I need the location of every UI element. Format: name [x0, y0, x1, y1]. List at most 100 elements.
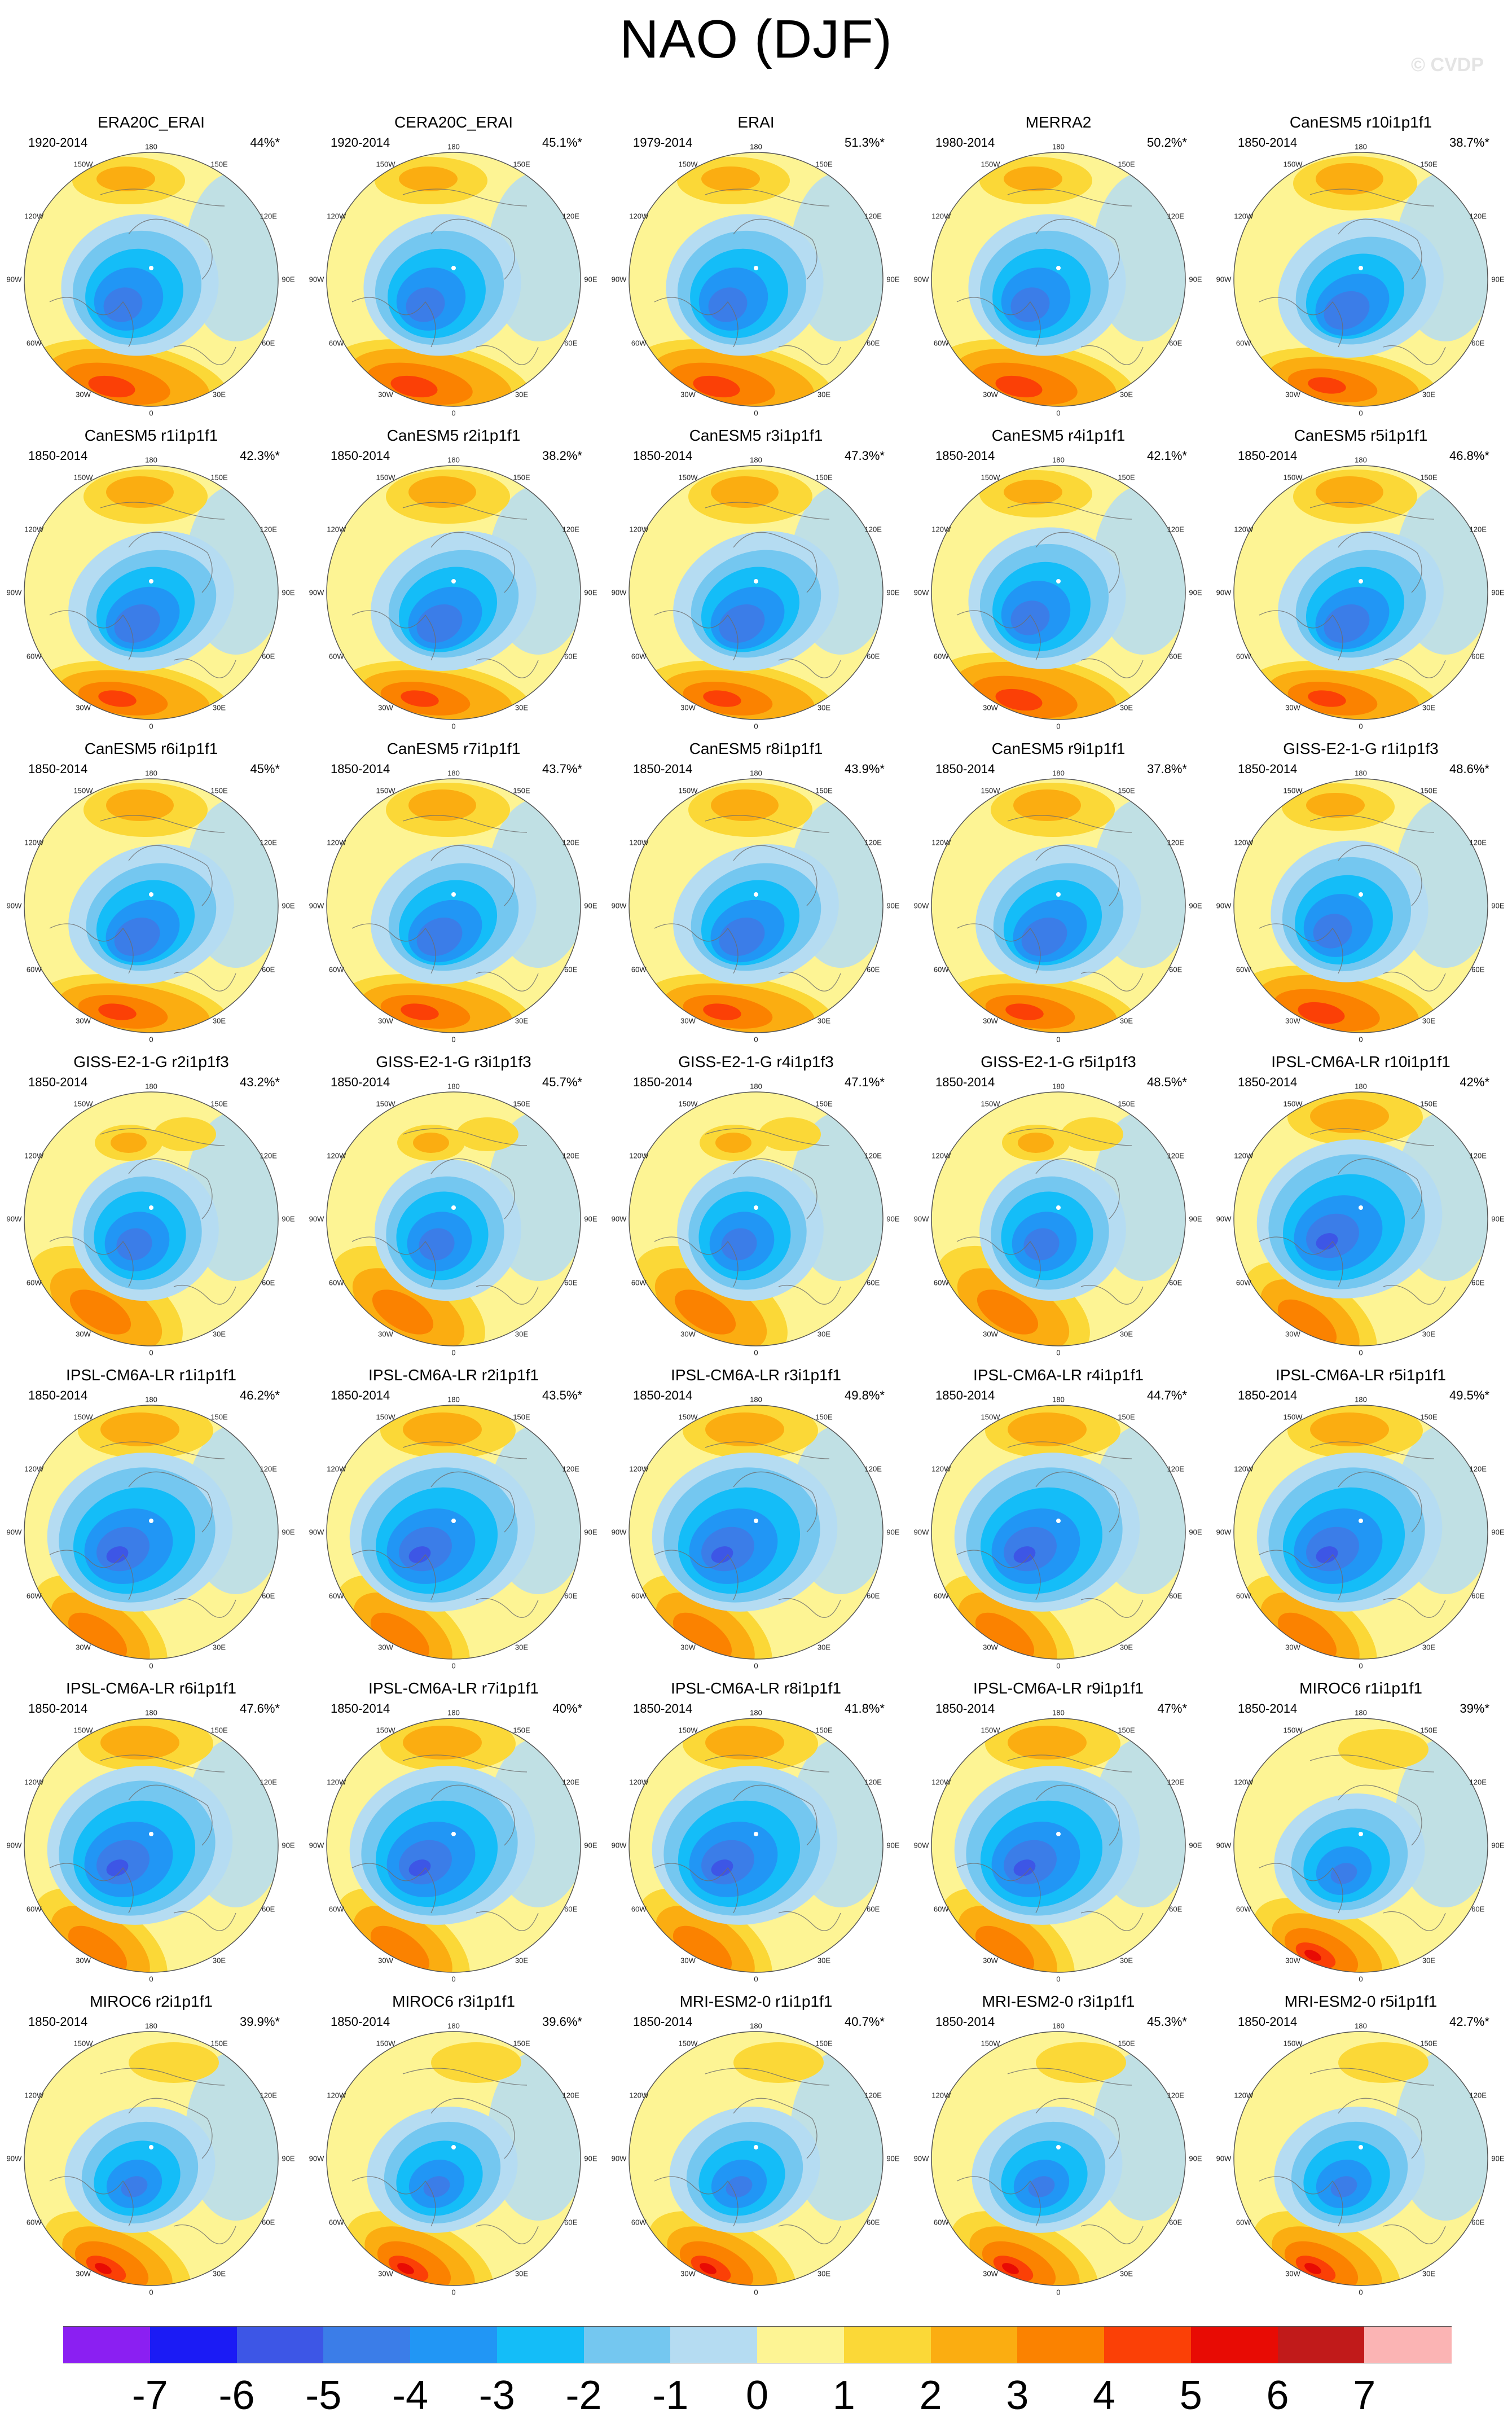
graticule-label: 90W	[913, 1528, 929, 1537]
colorbar-tick-label: 4	[1092, 2373, 1116, 2418]
map-panel: CERA20C_ERAI 1920-2014 45.1%* 180 150W 150E 12…	[302, 107, 605, 420]
graticule-label: 90W	[6, 1841, 22, 1850]
graticule-label: 180	[1355, 1708, 1367, 1717]
graticule-label: 180	[1355, 769, 1367, 778]
graticule-label: 150E	[1420, 1412, 1438, 1422]
colorbar	[63, 2326, 1452, 2363]
pole-marker	[1056, 1832, 1061, 1836]
colorbar-tick-label: 6	[1266, 2373, 1289, 2418]
map-panel: IPSL-CM6A-LR r10i1p1f1 1850-2014 42%* 180 15…	[1210, 1047, 1512, 1360]
graticule-label: 90E	[886, 588, 900, 597]
graticule-label: 150E	[1420, 1099, 1438, 1108]
graticule-label: 150W	[1283, 786, 1303, 795]
graticule-label: 120E	[260, 1151, 277, 1160]
graticule-label: 90W	[309, 1528, 324, 1537]
coastlines	[1259, 815, 1446, 992]
graticule-label: 60W	[26, 652, 42, 660]
colorbar-swatch	[1190, 2326, 1278, 2363]
graticule-label: 90W	[913, 1841, 929, 1850]
graticule-label: 120E	[562, 1151, 579, 1160]
pole-marker	[451, 2145, 456, 2149]
graticule-label: 180	[1052, 1708, 1065, 1717]
graticule-label: 120E	[1167, 1778, 1184, 1786]
pole-marker	[149, 1832, 153, 1836]
pole-marker	[149, 1519, 153, 1523]
graticule-label: 60E	[1169, 652, 1183, 660]
graticule-label: 150E	[513, 160, 530, 169]
positive-anomaly-contour	[1005, 1003, 1044, 1020]
negative-anomaly-contour	[1324, 291, 1370, 330]
coastlines	[351, 1128, 539, 1305]
positive-anomaly-contour	[68, 1612, 128, 1659]
panel-period: 1850-2014	[633, 2015, 693, 2029]
graticule-label: 90E	[1491, 1841, 1505, 1850]
graticule-label: 150W	[376, 1726, 395, 1735]
graticule-label: 30W	[1285, 1016, 1300, 1025]
positive-anomaly-contour	[111, 1133, 147, 1153]
map-panel: IPSL-CM6A-LR r4i1p1f1 1850-2014 44.7%* 180 1…	[907, 1360, 1210, 1673]
map-panel: CanESM5 r2i1p1f1 1850-2014 38.2%* 180 150W 15…	[302, 420, 605, 734]
colorbar-swatch	[150, 2326, 237, 2363]
graticule-label: 150W	[981, 1726, 1000, 1735]
positive-anomaly-contour	[673, 1612, 732, 1659]
graticule-label: 90E	[584, 275, 597, 284]
graticule-label: 30E	[1422, 703, 1436, 712]
positive-anomaly-contour	[1338, 1729, 1429, 1770]
positive-anomaly-contour	[711, 476, 779, 508]
graticule-label: 90W	[611, 2154, 627, 2163]
negative-anomaly-contour	[1028, 2176, 1055, 2197]
graticule-label: 120E	[1167, 525, 1184, 533]
graticule-label: 180	[750, 1708, 762, 1717]
coastlines	[49, 815, 236, 992]
map-border	[24, 152, 279, 407]
panel-title: CanESM5 r4i1p1f1	[991, 427, 1126, 444]
graticule-label: 180	[750, 2021, 762, 2030]
map-border	[1233, 152, 1488, 407]
panel-variance-percent: 39%*	[1460, 1701, 1489, 1716]
graticule-label: 60W	[328, 1905, 344, 1913]
panel-period: 1850-2014	[28, 1075, 88, 1089]
panel-variance-percent: 40.7%*	[845, 2015, 885, 2029]
graticule-label: 30W	[76, 1016, 91, 1025]
map-border	[1233, 465, 1488, 720]
negative-anomaly-contour	[721, 1228, 757, 1261]
graticule-label: 60E	[262, 965, 275, 973]
negative-anomaly-contour	[1330, 2176, 1357, 2197]
graticule-label: 60E	[1169, 339, 1183, 347]
colorbar-tick-label: -3	[478, 2373, 515, 2418]
polar-map	[326, 2031, 581, 2286]
positive-anomaly-contour	[703, 690, 741, 707]
polar-map	[1233, 1091, 1488, 1346]
positive-anomaly-contour	[673, 1925, 732, 1972]
map-panel: GISS-E2-1-G r1i1p1f3 1850-2014 48.6%* 180 15…	[1210, 734, 1512, 1047]
graticule-label: 30E	[515, 1330, 529, 1339]
graticule-label: 0	[451, 722, 456, 731]
positive-anomaly-contour	[703, 1003, 741, 1020]
positive-anomaly-contour	[403, 1726, 482, 1760]
graticule-label: 0	[754, 409, 758, 418]
graticule-label: 90W	[309, 588, 324, 597]
graticule-label: 30E	[1422, 2269, 1436, 2278]
panel-period: 1850-2014	[28, 762, 88, 776]
polar-map	[1233, 152, 1488, 407]
polar-map	[1233, 778, 1488, 1033]
coastlines	[654, 1441, 841, 1618]
graticule-label: 60W	[328, 965, 344, 973]
polar-map	[931, 465, 1186, 720]
graticule-label: 150W	[678, 160, 698, 169]
coastlines	[654, 1128, 841, 1305]
pole-marker	[1359, 1519, 1363, 1523]
positive-anomaly-contour	[1004, 166, 1062, 191]
positive-anomaly-contour	[68, 1925, 128, 1972]
map-panel: IPSL-CM6A-LR r9i1p1f1 1850-2014 47%* 180 150…	[907, 1673, 1210, 1986]
positive-anomaly-contour	[733, 2042, 824, 2083]
positive-anomaly-contour	[408, 789, 476, 821]
graticule-label: 120W	[24, 212, 44, 220]
map-border	[628, 778, 884, 1033]
graticule-label: 0	[754, 2288, 758, 2297]
graticule-label: 120W	[327, 1778, 346, 1786]
pole-marker	[1359, 579, 1363, 584]
graticule-label: 0	[1056, 1975, 1061, 1984]
panel-period: 1850-2014	[331, 762, 390, 776]
panel-period: 1850-2014	[633, 762, 693, 776]
